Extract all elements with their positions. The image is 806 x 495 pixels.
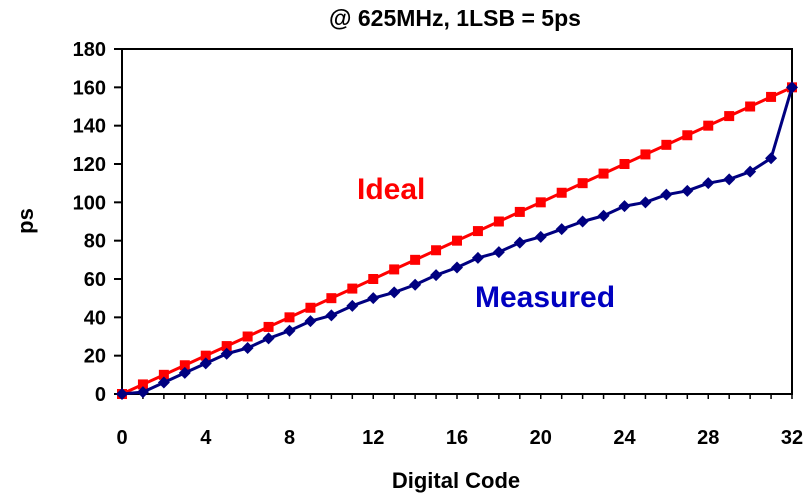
measured-data-point bbox=[262, 332, 275, 345]
measured-data-point bbox=[409, 278, 422, 291]
measured-data-point bbox=[367, 292, 380, 305]
x-axis-title: Digital Code bbox=[392, 468, 520, 493]
x-tick-label: 0 bbox=[116, 427, 127, 449]
measured-data-point bbox=[199, 357, 212, 370]
ideal-data-point bbox=[514, 206, 525, 217]
ideal-data-point bbox=[682, 130, 693, 141]
ideal-data-point bbox=[347, 283, 358, 294]
ideal-data-point bbox=[242, 331, 253, 342]
y-tick-label: 0 bbox=[95, 384, 106, 406]
measured-data-point bbox=[178, 366, 191, 379]
ideal-data-point bbox=[556, 187, 567, 198]
measured-data-point bbox=[220, 347, 233, 360]
measured-data-point bbox=[723, 173, 736, 186]
measured-data-point bbox=[492, 246, 505, 259]
ideal-data-point bbox=[200, 350, 211, 361]
measured-data-point bbox=[241, 342, 254, 354]
measured-data-point bbox=[325, 309, 338, 322]
ideal-data-point bbox=[179, 360, 190, 371]
measured-data-point bbox=[304, 315, 317, 328]
x-tick-label: 28 bbox=[697, 427, 719, 449]
measured-data-point bbox=[576, 215, 589, 228]
measured-data-point bbox=[136, 386, 149, 399]
ideal-data-point bbox=[472, 226, 483, 237]
measured-series-label: Measured bbox=[475, 281, 615, 314]
ideal-data-point bbox=[535, 197, 546, 208]
ideal-data-point bbox=[724, 111, 735, 122]
ideal-data-point bbox=[284, 312, 295, 323]
y-tick-label: 140 bbox=[73, 116, 106, 138]
y-tick-label: 100 bbox=[73, 192, 106, 214]
measured-data-point bbox=[681, 184, 694, 197]
y-tick-label: 40 bbox=[84, 307, 106, 329]
measured-data-point bbox=[471, 251, 484, 264]
ideal-data-point bbox=[619, 159, 630, 169]
ideal-data-point bbox=[305, 302, 316, 313]
ideal-data-point bbox=[368, 274, 379, 284]
ideal-data-point bbox=[598, 168, 609, 179]
ideal-data-point bbox=[661, 139, 672, 150]
measured-data-point bbox=[534, 230, 547, 243]
measured-data-point bbox=[639, 196, 652, 209]
measured-data-point bbox=[618, 200, 631, 213]
measured-data-point bbox=[786, 81, 798, 94]
ideal-data-point bbox=[431, 245, 442, 256]
measured-data-point bbox=[388, 286, 401, 299]
chart-title: @ 625MHz, 1LSB = 5ps bbox=[329, 5, 581, 31]
ideal-data-point bbox=[577, 178, 588, 189]
ideal-data-point bbox=[263, 321, 274, 332]
measured-data-point bbox=[346, 299, 359, 312]
measured-data-point bbox=[513, 236, 526, 249]
y-tick-label: 20 bbox=[84, 346, 106, 368]
measured-data-point bbox=[765, 152, 778, 165]
x-tick-label: 4 bbox=[200, 427, 212, 449]
y-axis: 0 20 40 60 80 100 120 140 160 180 bbox=[73, 39, 122, 406]
x-tick-label: 24 bbox=[613, 427, 636, 449]
measured-data-point bbox=[597, 209, 610, 222]
measured-data-point bbox=[702, 177, 715, 190]
measured-data-point bbox=[283, 324, 296, 337]
series-layer bbox=[116, 81, 798, 400]
ideal-data-point bbox=[326, 293, 337, 304]
ideal-data-point bbox=[493, 216, 504, 227]
x-axis: 0 4 8 12 16 20 24 28 32 bbox=[116, 394, 803, 449]
y-tick-label: 180 bbox=[73, 39, 106, 61]
measured-data-point bbox=[660, 188, 673, 201]
ideal-data-point bbox=[703, 120, 714, 131]
measured-data-point bbox=[116, 388, 128, 400]
y-tick-label: 160 bbox=[73, 77, 106, 99]
x-tick-label: 32 bbox=[781, 427, 803, 449]
ideal-data-point bbox=[389, 264, 400, 275]
x-tick-label: 12 bbox=[362, 427, 384, 449]
ideal-data-point bbox=[158, 369, 169, 380]
y-axis-title: ps bbox=[13, 208, 38, 234]
x-tick-label: 8 bbox=[284, 427, 295, 449]
measured-data-point bbox=[451, 261, 463, 274]
ideal-data-point bbox=[221, 341, 232, 352]
measured-data-point bbox=[744, 165, 757, 178]
x-tick-label: 20 bbox=[530, 427, 552, 449]
ideal-series-label: Ideal bbox=[357, 173, 425, 206]
ideal-data-point bbox=[640, 149, 651, 160]
y-tick-label: 120 bbox=[73, 154, 106, 176]
ideal-data-point bbox=[137, 379, 148, 390]
y-tick-label: 80 bbox=[84, 231, 106, 253]
y-tick-label: 60 bbox=[84, 269, 106, 291]
x-tick-label: 16 bbox=[446, 427, 468, 449]
measured-data-point bbox=[157, 376, 170, 389]
ideal-data-point bbox=[766, 91, 777, 102]
measured-data-point bbox=[430, 269, 443, 282]
ideal-data-point bbox=[745, 101, 756, 112]
measured-data-point bbox=[555, 223, 568, 236]
ideal-data-point bbox=[410, 254, 421, 265]
ideal-data-point bbox=[452, 235, 462, 246]
